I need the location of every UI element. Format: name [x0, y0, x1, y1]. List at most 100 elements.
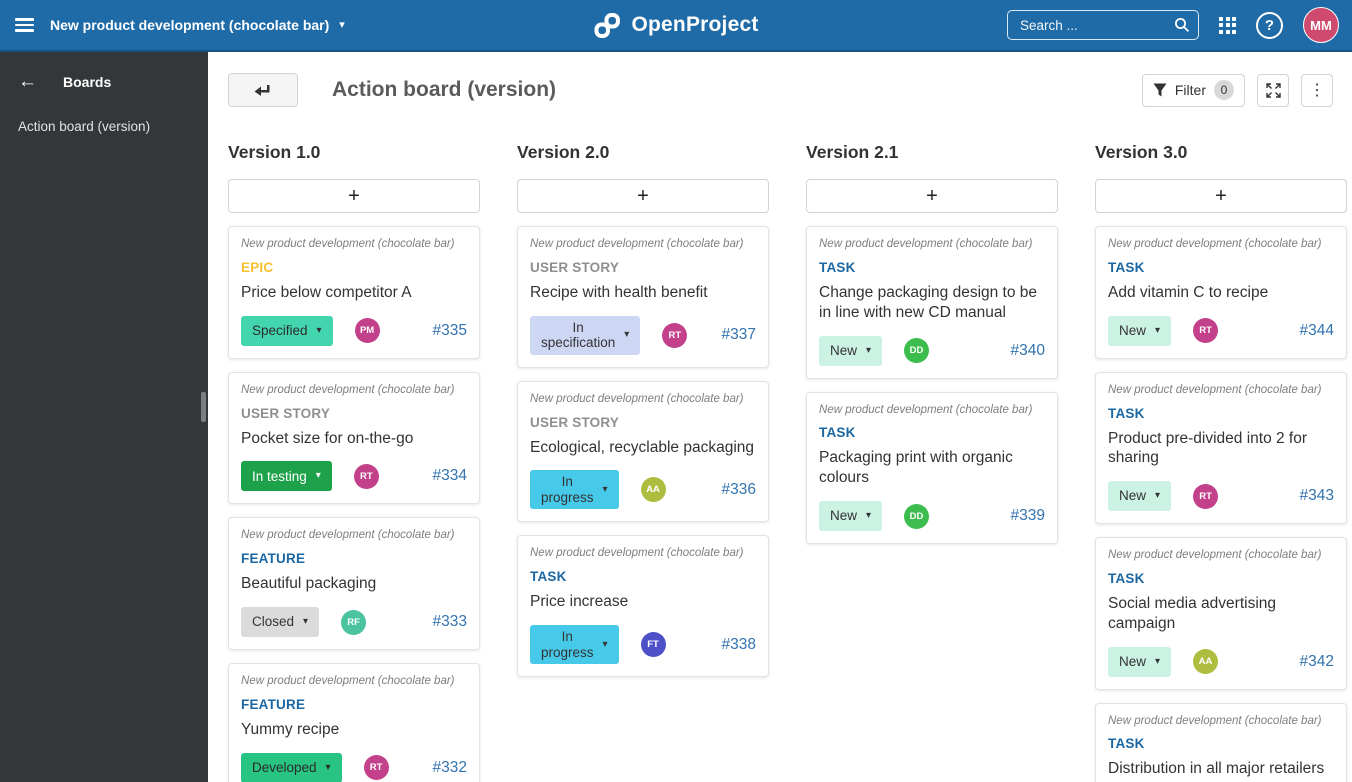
- work-package-card[interactable]: New product development (chocolate bar) …: [517, 535, 769, 678]
- work-package-card[interactable]: New product development (chocolate bar) …: [1095, 226, 1347, 359]
- sidebar-back-arrow-icon[interactable]: ←: [18, 71, 37, 92]
- card-type-label: TASK: [1108, 736, 1145, 752]
- card-footer: In specification ▾ RT #337: [530, 315, 756, 355]
- assignee-avatar[interactable]: AA: [1193, 649, 1219, 675]
- status-label: New: [830, 508, 858, 524]
- work-package-id[interactable]: #336: [721, 480, 756, 498]
- work-package-card[interactable]: New product development (chocolate bar) …: [228, 517, 480, 650]
- work-package-id[interactable]: #335: [432, 321, 467, 339]
- assignee-avatar[interactable]: FT: [640, 632, 666, 658]
- status-dropdown-button[interactable]: In progress ▾: [530, 625, 619, 665]
- work-package-id[interactable]: #339: [1010, 507, 1045, 525]
- work-package-card[interactable]: New product development (chocolate bar) …: [228, 371, 480, 505]
- assignee-avatar[interactable]: RT: [1193, 483, 1219, 509]
- work-package-id[interactable]: #340: [1010, 341, 1045, 359]
- column-title: Version 2.0: [517, 142, 610, 163]
- sidebar: ← Boards Action board (version): [0, 52, 208, 782]
- status-dropdown-button[interactable]: In specification ▾: [530, 315, 641, 355]
- hamburger-menu-button[interactable]: [0, 0, 48, 50]
- back-button[interactable]: [228, 73, 298, 108]
- status-dropdown-button[interactable]: Specified ▾: [241, 315, 333, 346]
- sidebar-item-action-board-version[interactable]: Action board (version): [18, 119, 151, 134]
- work-package-id[interactable]: #344: [1299, 321, 1334, 339]
- chevron-down-icon: ▾: [866, 344, 872, 356]
- status-label: New: [1119, 488, 1147, 504]
- status-dropdown-button[interactable]: In progress ▾: [530, 470, 619, 510]
- card-footer: Developed ▾ RT #332: [241, 752, 467, 782]
- assignee-avatar[interactable]: RT: [363, 755, 389, 781]
- work-package-id[interactable]: #342: [1299, 652, 1334, 670]
- status-dropdown-button[interactable]: New ▾: [819, 335, 883, 366]
- card-footer: Closed ▾ RF #333: [241, 607, 467, 637]
- card-title: Price increase: [530, 593, 629, 611]
- filter-label: Filter: [1174, 82, 1206, 99]
- add-card-button[interactable]: +: [1095, 179, 1347, 214]
- work-package-card[interactable]: New product development (chocolate bar) …: [806, 226, 1058, 379]
- help-icon[interactable]: ?: [1256, 11, 1283, 39]
- work-package-id[interactable]: #343: [1299, 487, 1334, 505]
- work-package-card[interactable]: New product development (chocolate bar) …: [228, 226, 480, 359]
- work-package-card[interactable]: New product development (chocolate bar) …: [517, 226, 769, 368]
- work-package-card[interactable]: New product development (chocolate bar) …: [228, 663, 480, 782]
- assignee-avatar[interactable]: RT: [662, 322, 688, 348]
- work-package-id[interactable]: #337: [721, 326, 756, 344]
- status-dropdown-button[interactable]: New ▾: [1108, 646, 1172, 677]
- work-package-card[interactable]: New product development (chocolate bar) …: [517, 380, 769, 523]
- work-package-id[interactable]: #338: [721, 635, 756, 653]
- work-package-card[interactable]: New product development (chocolate bar) …: [1095, 371, 1347, 525]
- user-avatar[interactable]: MM: [1303, 7, 1339, 43]
- status-label: Developed: [252, 759, 317, 775]
- add-card-button[interactable]: +: [517, 179, 769, 214]
- card-project-name: New product development (chocolate bar): [241, 675, 455, 687]
- search-input[interactable]: [1018, 16, 1174, 34]
- openproject-logo[interactable]: OpenProject: [593, 12, 758, 39]
- add-card-button[interactable]: +: [806, 179, 1058, 214]
- assignee-avatar[interactable]: RT: [1193, 318, 1219, 344]
- apps-grid-icon[interactable]: [1219, 16, 1236, 34]
- top-bar: New product development (chocolate bar) …: [0, 0, 1352, 52]
- status-dropdown-button[interactable]: In testing ▾: [241, 461, 332, 492]
- search-icon[interactable]: [1174, 17, 1190, 33]
- status-label: New: [1119, 322, 1147, 338]
- more-options-button[interactable]: ⋮: [1301, 73, 1333, 107]
- card-project-name: New product development (chocolate bar): [530, 547, 744, 560]
- status-label: In progress: [541, 629, 594, 660]
- card-type-label: USER STORY: [241, 405, 331, 421]
- card-footer: Specified ▾ PM #335: [241, 315, 467, 346]
- sidebar-resize-handle[interactable]: [201, 392, 206, 422]
- kebab-icon: ⋮: [1309, 82, 1325, 100]
- status-dropdown-button[interactable]: New ▾: [1108, 481, 1172, 512]
- status-dropdown-button[interactable]: Developed ▾: [241, 752, 342, 782]
- chevron-down-icon: ▾: [1155, 490, 1161, 502]
- card-title: Ecological, recyclable packaging: [530, 438, 755, 456]
- fullscreen-button[interactable]: [1257, 73, 1289, 107]
- assignee-avatar[interactable]: DD: [904, 503, 930, 529]
- card-type-label: USER STORY: [530, 259, 620, 275]
- status-dropdown-button[interactable]: Closed ▾: [241, 607, 320, 637]
- assignee-avatar[interactable]: RF: [341, 609, 367, 635]
- status-dropdown-button[interactable]: New ▾: [1108, 315, 1172, 346]
- work-package-card[interactable]: New product development (chocolate bar) …: [806, 391, 1058, 545]
- board-columns: Version 1.0 + New product development (c…: [208, 120, 1352, 782]
- project-switcher[interactable]: New product development (chocolate bar) …: [50, 17, 345, 33]
- assignee-avatar[interactable]: PM: [354, 318, 380, 344]
- work-package-id[interactable]: #333: [432, 613, 467, 630]
- card-project-name: New product development (chocolate bar): [819, 403, 1033, 416]
- card-title: Add vitamin C to recipe: [1108, 283, 1269, 301]
- card-title: Social media advertising campaign: [1108, 595, 1277, 632]
- chevron-down-icon: ▾: [866, 510, 872, 522]
- work-package-card[interactable]: New product development (chocolate bar) …: [1095, 702, 1347, 782]
- assignee-avatar[interactable]: DD: [904, 338, 930, 364]
- status-label: In specification: [541, 319, 616, 351]
- card-title: Recipe with health benefit: [530, 283, 708, 301]
- add-card-button[interactable]: +: [228, 179, 480, 214]
- assignee-avatar[interactable]: AA: [640, 477, 666, 503]
- work-package-id[interactable]: #334: [432, 467, 467, 485]
- global-search: [1007, 10, 1199, 40]
- assignee-avatar[interactable]: RT: [353, 463, 379, 489]
- filter-button[interactable]: Filter 0: [1141, 73, 1245, 107]
- work-package-card[interactable]: New product development (chocolate bar) …: [1095, 537, 1347, 690]
- work-package-id[interactable]: #332: [432, 758, 467, 776]
- status-dropdown-button[interactable]: New ▾: [819, 501, 883, 532]
- page-title: Action board (version): [332, 78, 557, 102]
